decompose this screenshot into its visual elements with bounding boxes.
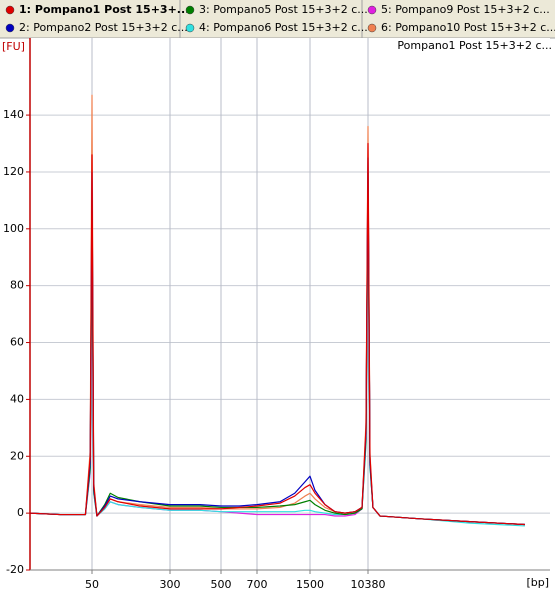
legend: 1: Pompano1 Post 15+3+... 2: Pompano2 Pos…	[5, 3, 555, 34]
y-tick-label: 100	[3, 222, 24, 235]
x-axis-label: [bp]	[526, 576, 549, 589]
x-tick-label: 500	[211, 578, 232, 591]
y-tick-label: 60	[10, 336, 24, 349]
x-tick-label: 700	[247, 578, 268, 591]
legend-marker	[5, 23, 15, 33]
legend-background	[0, 0, 555, 38]
legend-marker	[5, 5, 15, 15]
legend-marker	[367, 5, 377, 15]
series-line	[29, 142, 525, 526]
y-tick-label: 40	[10, 392, 24, 405]
grid	[30, 38, 550, 571]
legend-marker	[185, 23, 195, 33]
y-tick-label: 80	[10, 279, 24, 292]
sample-label: Pompano1 Post 15+3+2 c...	[397, 39, 552, 52]
y-tick-label: 0	[17, 506, 24, 519]
y-tick-label: 140	[3, 108, 24, 121]
legend-label: 1: Pompano1 Post 15+3+...	[19, 3, 189, 16]
x-tick-label: 50	[85, 578, 99, 591]
y-tick-label: 120	[3, 165, 24, 178]
legend-label: 6: Pompano10 Post 15+3+2 c...	[381, 21, 555, 34]
x-tick-label: 10380	[351, 578, 386, 591]
axes: -20 0 20 40 60 80 100 120 140 50 300 500 700 1500 1038…	[3, 38, 550, 591]
legend-label: 2: Pompano2 Post 15+3+2 c...	[19, 21, 188, 34]
x-tick-label: 300	[160, 578, 181, 591]
legend-label: 3: Pompano5 Post 15+3+2 c...	[199, 3, 368, 16]
y-axis-label: [FU]	[2, 40, 25, 53]
legend-label: 5: Pompano9 Post 15+3+2 c...	[381, 3, 550, 16]
legend-label: 4: Pompano6 Post 15+3+2 c...	[199, 21, 368, 34]
legend-marker	[367, 23, 377, 33]
legend-marker	[185, 5, 195, 15]
plot-area	[30, 38, 550, 570]
y-tick-label: -20	[6, 563, 24, 576]
y-tick-label: 20	[10, 449, 24, 462]
x-tick-label: 1500	[296, 578, 324, 591]
plot-lines	[29, 94, 525, 527]
